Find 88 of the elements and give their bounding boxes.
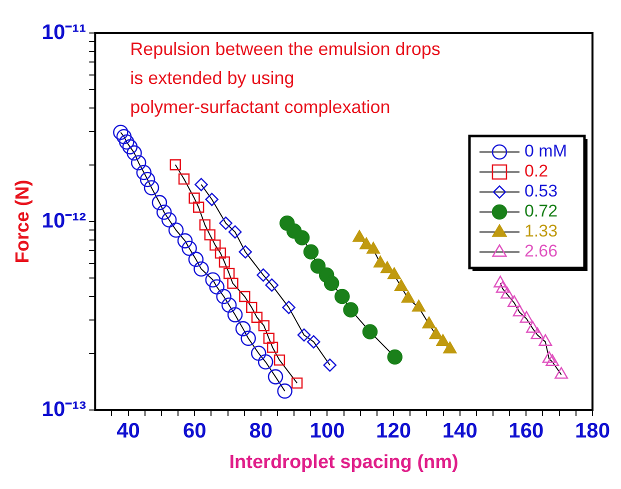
point <box>228 225 242 239</box>
x-tick-label: 80 <box>249 419 273 442</box>
point <box>227 307 243 322</box>
point <box>239 290 250 302</box>
x-tick-label: 180 <box>574 419 610 442</box>
point <box>310 258 326 274</box>
point <box>274 354 286 366</box>
point <box>362 324 378 340</box>
point <box>152 194 168 210</box>
x-axis-title: Interdroplet spacing (nm) <box>229 452 458 473</box>
point <box>216 288 232 304</box>
point <box>240 330 256 346</box>
point <box>188 192 200 204</box>
point <box>266 342 278 353</box>
legend-label: 1.33 <box>524 222 558 241</box>
point <box>144 180 160 196</box>
point <box>156 204 172 220</box>
point <box>227 278 238 289</box>
x-tick-label: 160 <box>508 419 544 442</box>
point <box>221 297 237 313</box>
point <box>219 216 232 230</box>
point <box>178 173 190 185</box>
point <box>161 212 177 228</box>
point <box>291 377 303 389</box>
y-axis-title: Force (N) <box>12 180 34 264</box>
point <box>194 178 208 192</box>
x-tick-label: 60 <box>182 419 206 442</box>
point <box>258 354 274 370</box>
point <box>205 192 219 206</box>
point <box>140 172 156 188</box>
point <box>268 369 284 384</box>
point <box>334 288 350 304</box>
point <box>235 321 251 336</box>
point <box>192 202 204 213</box>
annotation: Repulsion between the emulsion drops is extended by using polymer-surfactant complexation <box>130 38 440 117</box>
point <box>188 252 204 267</box>
legend-label: 0 mM <box>524 142 567 161</box>
point <box>282 300 296 314</box>
point <box>251 312 263 323</box>
point <box>546 354 560 366</box>
point <box>113 124 128 140</box>
point <box>387 349 403 365</box>
point <box>265 278 279 292</box>
point <box>324 276 340 291</box>
point <box>126 145 142 161</box>
point <box>256 268 270 282</box>
point <box>343 302 358 318</box>
legend-label: 0.2 <box>524 162 548 181</box>
y-tick-label: 10⁻¹¹ <box>42 20 86 44</box>
point <box>209 279 224 295</box>
point <box>238 245 252 259</box>
point <box>554 367 568 379</box>
point <box>122 139 138 154</box>
point <box>297 328 311 342</box>
point <box>218 256 230 268</box>
point <box>323 358 337 372</box>
point <box>194 261 209 277</box>
point <box>294 230 310 246</box>
point <box>199 219 210 230</box>
point <box>205 272 220 288</box>
point <box>177 233 193 248</box>
point <box>303 244 319 260</box>
point <box>170 159 181 170</box>
y-tick-label: 10⁻¹² <box>42 209 86 232</box>
legend-label: 0.72 <box>524 202 558 221</box>
x-tick-label: 40 <box>116 419 140 442</box>
legend-label: 2.66 <box>524 242 558 261</box>
point <box>136 164 152 180</box>
point <box>214 247 226 259</box>
x-tick-label: 140 <box>442 419 478 442</box>
x-tick-label: 100 <box>310 419 345 442</box>
point <box>116 128 132 144</box>
point <box>246 302 258 314</box>
point <box>277 383 292 399</box>
point <box>258 320 270 332</box>
point <box>210 239 221 251</box>
y-tick-label: 10⁻¹³ <box>42 398 86 421</box>
point <box>263 332 274 344</box>
legend-label: 0.53 <box>524 182 558 201</box>
point <box>223 268 235 280</box>
point <box>182 240 197 256</box>
point <box>118 134 134 150</box>
x-tick-label: 120 <box>376 419 412 442</box>
point <box>250 346 266 361</box>
point <box>306 335 320 348</box>
point <box>168 222 184 238</box>
point <box>204 229 216 240</box>
point <box>130 155 146 170</box>
